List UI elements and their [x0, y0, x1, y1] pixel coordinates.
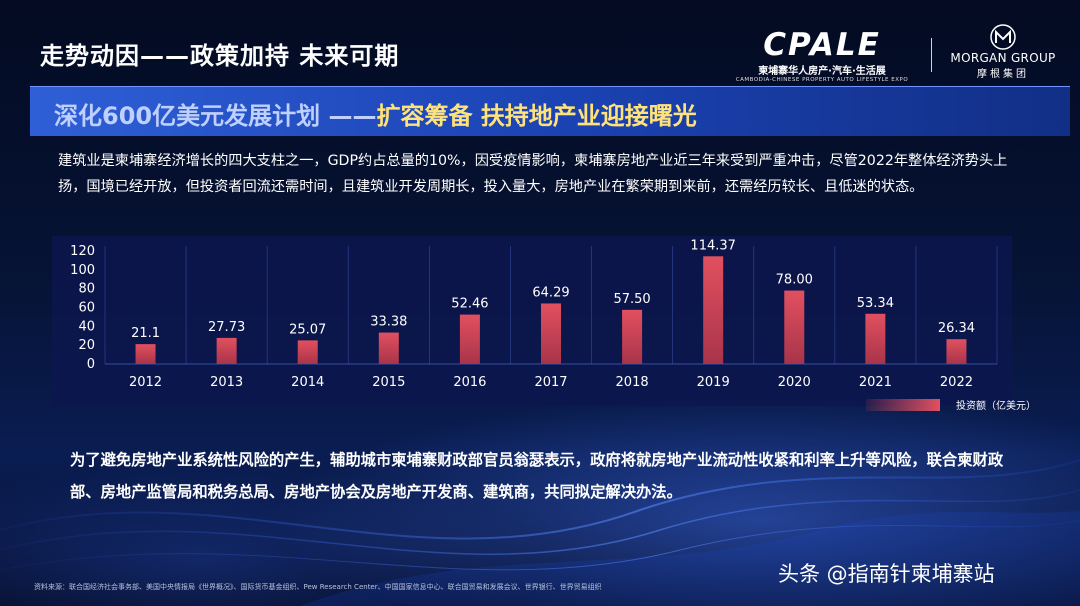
data-label-2015: 33.38	[370, 315, 407, 330]
data-label-2016: 52.46	[451, 297, 488, 312]
x-tick-label: 2015	[372, 375, 405, 390]
data-label-2020: 78.00	[776, 273, 813, 288]
partner-logo: MORGAN GROUP 摩根集团	[948, 24, 1058, 80]
data-label-2022: 26.34	[938, 321, 975, 336]
x-tick-label: 2014	[291, 375, 324, 390]
section-banner: 深化600亿美元发展计划 ——扩容筹备 扶持地产业迎接曙光	[30, 86, 1070, 136]
legend-label: 投资额（亿美元）	[956, 401, 1036, 412]
intro-paragraph: 建筑业是柬埔寨经济增长的四大支柱之一，GDP约占总量的10%，因受疫情影响，柬埔…	[58, 153, 1008, 195]
data-label-2018: 57.50	[613, 292, 650, 307]
morgan-emblem-icon	[990, 24, 1016, 50]
bar-2017	[541, 303, 561, 364]
bar-2015	[378, 332, 399, 364]
bar-2012	[135, 344, 156, 364]
x-tick-label: 2018	[616, 375, 649, 390]
chart-legend: 投资额（亿美元）	[866, 396, 1056, 412]
banner-title-part1: 深化600亿美元发展计划 ——	[54, 102, 377, 130]
brand-subtitle-en: CAMBODIA-CHINESE PROPERTY AUTO LIFESTYLE…	[735, 77, 909, 83]
banner-title-part2: 扩容筹备 扶持地产业迎接曙光	[376, 102, 697, 130]
data-label-2021: 53.34	[857, 296, 894, 311]
brand-subtitle: 柬埔寨华人房产·汽车·生活展	[758, 66, 886, 77]
watermark-text: 头条 @指南针柬埔寨站	[778, 562, 995, 586]
y-tick-label: 40	[78, 319, 95, 334]
y-tick-label: 60	[78, 301, 95, 316]
data-label-2017: 64.29	[532, 285, 569, 300]
expo-brand-logo: CPALE 柬埔寨华人房产·汽车·生活展 CAMBODIA-CHINESE PR…	[722, 30, 922, 86]
sources-note: 资料来源：联合国经济社会事务部、美国中央情报局《世界概况》、国际货币基金组织、P…	[34, 583, 602, 591]
x-tick-label: 2020	[778, 375, 811, 390]
y-tick-label: 80	[78, 282, 95, 297]
x-tick-label: 2017	[534, 375, 567, 390]
chart-panel	[52, 236, 1012, 406]
page-title: 走势动因——政策加持 未来可期	[40, 42, 400, 70]
banner-title: 深化600亿美元发展计划 ——扩容筹备 扶持地产业迎接曙光	[54, 96, 697, 131]
y-tick-label: 100	[70, 263, 95, 278]
bar-2020	[784, 290, 805, 364]
x-tick-label: 2022	[940, 375, 973, 390]
partner-name-cn: 摩根集团	[977, 69, 1029, 80]
data-label-2014: 25.07	[289, 322, 326, 337]
bar-2014	[297, 340, 318, 364]
data-label-2019: 114.37	[690, 238, 736, 253]
bar-2019	[703, 256, 724, 364]
data-label-2013: 27.73	[208, 320, 245, 335]
bar-2018	[622, 309, 643, 364]
bar-2021	[865, 313, 886, 364]
x-tick-label: 2019	[697, 375, 730, 390]
x-tick-label: 2021	[859, 375, 892, 390]
x-tick-label: 2013	[210, 375, 243, 390]
bar-2016	[459, 314, 480, 364]
logo-divider	[931, 38, 932, 72]
bar-2013	[216, 337, 237, 364]
bar-2022	[946, 339, 967, 364]
y-tick-label: 0	[87, 357, 95, 372]
data-label-2012: 21.1	[131, 326, 160, 341]
partner-name: MORGAN GROUP	[950, 51, 1056, 65]
legend-swatch	[866, 399, 940, 411]
brand-logo-text: CPALE	[763, 27, 881, 63]
y-tick-label: 20	[78, 338, 95, 353]
x-tick-label: 2012	[129, 375, 162, 390]
x-tick-label: 2016	[453, 375, 486, 390]
conclusion-paragraph: 为了避免房地产业系统性风险的产生，辅助城市柬埔寨财政部官员翁瑟表示，政府将就房地…	[70, 451, 1004, 501]
y-tick-label: 120	[70, 244, 95, 259]
investment-bar-chart: 0 20 40 60 80 100 120 21.1 2012 27.73 2013 25.07 201…	[70, 238, 998, 390]
